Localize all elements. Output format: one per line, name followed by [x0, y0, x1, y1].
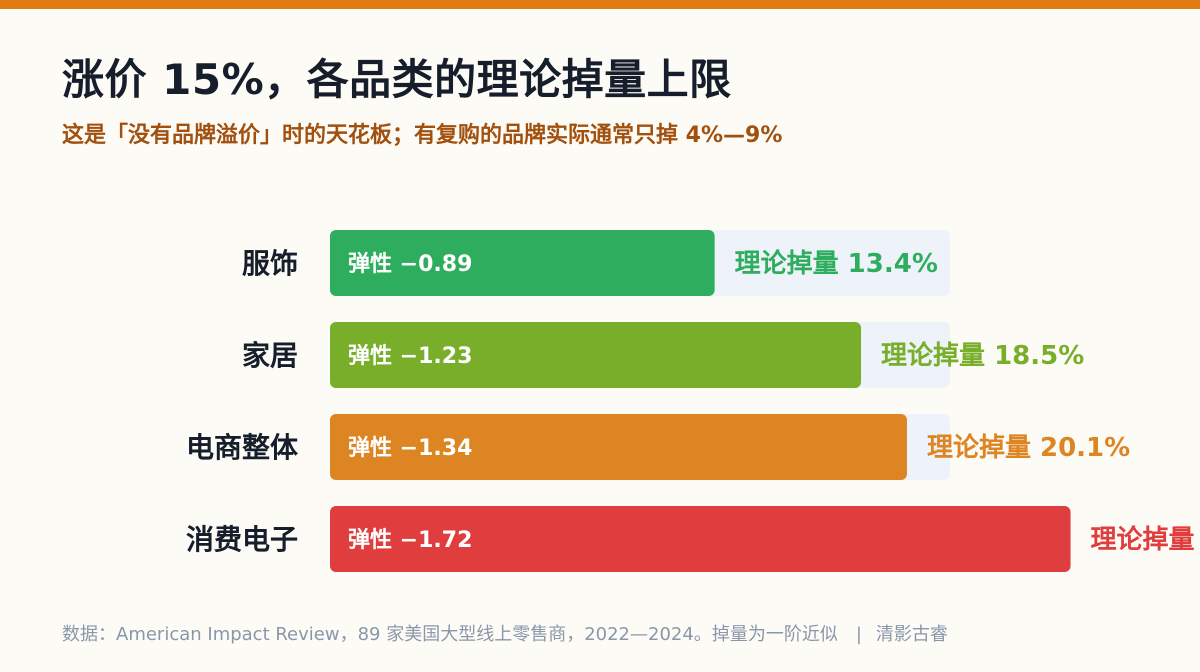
- category-label: 家居: [242, 339, 298, 372]
- value-label: 理论掉量 20.1%: [927, 433, 1130, 463]
- bar-2: [330, 322, 862, 388]
- bar-1: [330, 230, 715, 296]
- category-label: 电商整体: [186, 431, 299, 464]
- chart-title: 涨价 15%，各品类的理论掉量上限: [62, 55, 732, 104]
- elasticity-label: 弹性 −0.89: [348, 252, 472, 277]
- elasticity-label: 弹性 −1.23: [348, 344, 472, 369]
- footer-separator: |: [855, 624, 862, 645]
- source-note: 数据：American Impact Review，89 家美国大型线上零售商，…: [62, 624, 838, 645]
- bar-4: [330, 506, 1071, 572]
- elasticity-label: 弹性 −1.72: [348, 528, 472, 553]
- category-label: 服饰: [242, 247, 298, 280]
- value-label: 理论掉量 13.4%: [735, 249, 938, 279]
- brand-name: 清影古睿: [875, 624, 948, 645]
- footer: 数据：American Impact Review，89 家美国大型线上零售商，…: [62, 620, 948, 646]
- category-label: 消费电子: [186, 523, 298, 556]
- accent-top-bar: [0, 0, 1200, 9]
- value-label: 理论掉量 25.8%: [1091, 525, 1200, 555]
- value-label: 理论掉量 18.5%: [881, 341, 1084, 371]
- chart-subtitle: 这是「没有品牌溢价」时的天花板；有复购的品牌实际通常只掉 4%—9%: [62, 123, 783, 148]
- bar-3: [330, 414, 907, 480]
- elasticity-label: 弹性 −1.34: [348, 436, 472, 461]
